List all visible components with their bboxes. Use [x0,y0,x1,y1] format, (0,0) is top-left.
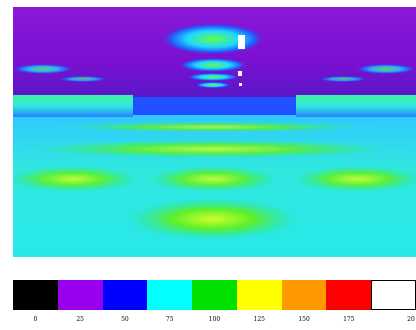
color-scale-bar [13,280,416,310]
color-scale-tick: 50 [121,316,129,323]
color-scale-tick: 25 [76,316,84,323]
color-swatch-5 [236,280,282,310]
color-scale-tick: 75 [165,316,174,323]
color-swatch-7 [326,280,372,310]
color-scale-tick: 125 [253,316,265,323]
color-swatch-2 [102,280,148,310]
color-scale-tick: 175 [343,316,355,323]
color-scale-tick: 100 [208,316,221,323]
color-scale-tick: 20 [407,316,415,323]
color-scale-tick: 150 [298,316,310,323]
color-swatch-4 [192,280,237,310]
color-swatch-6 [281,280,327,310]
color-swatch-3 [147,280,193,310]
color-scale-ticks: 0 25 50 75 100 125 150 175 20 [13,316,416,330]
color-swatch-8 [371,280,416,310]
false-color-luminance-render [13,7,416,257]
color-scale-tick: 0 [33,316,38,323]
color-swatch-1 [57,280,103,310]
color-swatch-0 [13,280,58,310]
